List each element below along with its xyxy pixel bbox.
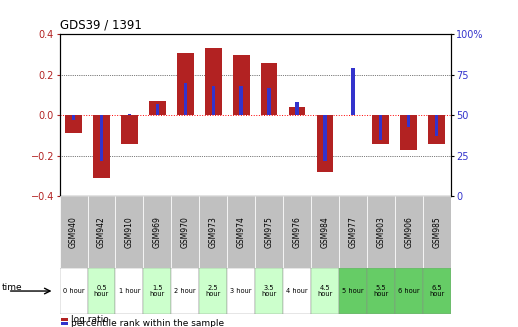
Text: GDS39 / 1391: GDS39 / 1391 bbox=[60, 18, 141, 31]
Text: percentile rank within the sample: percentile rank within the sample bbox=[70, 318, 224, 327]
Bar bbox=[183, 83, 187, 115]
Bar bbox=[116, 268, 143, 314]
Bar bbox=[367, 268, 395, 314]
Bar bbox=[283, 196, 311, 268]
Bar bbox=[60, 268, 88, 314]
Bar bbox=[227, 196, 255, 268]
Bar bbox=[88, 268, 116, 314]
Bar bbox=[289, 107, 306, 115]
Bar bbox=[143, 196, 171, 268]
Text: 6 hour: 6 hour bbox=[398, 288, 420, 294]
Bar bbox=[351, 68, 354, 115]
Bar bbox=[295, 102, 299, 115]
Bar bbox=[156, 104, 159, 115]
Text: GSM985: GSM985 bbox=[432, 216, 441, 248]
Text: 3 hour: 3 hour bbox=[231, 288, 252, 294]
Bar bbox=[61, 322, 68, 324]
Bar bbox=[395, 196, 423, 268]
Bar bbox=[227, 268, 255, 314]
Bar bbox=[121, 115, 138, 144]
Bar bbox=[261, 63, 278, 115]
Bar bbox=[367, 196, 395, 268]
Text: GSM974: GSM974 bbox=[237, 216, 246, 248]
Text: GSM903: GSM903 bbox=[376, 216, 385, 248]
Text: 0 hour: 0 hour bbox=[63, 288, 84, 294]
Bar bbox=[199, 196, 227, 268]
Text: 0.5
hour: 0.5 hour bbox=[94, 285, 109, 297]
Text: 5.5
hour: 5.5 hour bbox=[373, 285, 388, 297]
Bar bbox=[400, 115, 417, 150]
Bar bbox=[72, 115, 75, 120]
Bar bbox=[171, 196, 199, 268]
Bar bbox=[255, 268, 283, 314]
Bar bbox=[233, 55, 250, 115]
Bar bbox=[93, 115, 110, 178]
Bar bbox=[65, 115, 82, 133]
Bar bbox=[239, 86, 243, 115]
Text: 3.5
hour: 3.5 hour bbox=[262, 285, 277, 297]
Bar bbox=[323, 115, 327, 161]
Bar bbox=[423, 268, 451, 314]
Bar bbox=[311, 268, 339, 314]
Bar bbox=[339, 196, 367, 268]
Bar bbox=[395, 268, 423, 314]
Text: GSM976: GSM976 bbox=[293, 216, 301, 248]
Bar bbox=[435, 115, 438, 136]
Text: GSM975: GSM975 bbox=[265, 216, 274, 248]
Bar bbox=[177, 53, 194, 115]
Bar bbox=[407, 115, 410, 127]
Bar bbox=[255, 196, 283, 268]
Bar bbox=[171, 268, 199, 314]
Bar bbox=[128, 114, 131, 115]
Text: 1 hour: 1 hour bbox=[119, 288, 140, 294]
Bar bbox=[316, 115, 334, 172]
Bar bbox=[60, 196, 88, 268]
Bar bbox=[199, 268, 227, 314]
Text: GSM910: GSM910 bbox=[125, 216, 134, 248]
Bar bbox=[283, 268, 311, 314]
Text: GSM940: GSM940 bbox=[69, 216, 78, 248]
Bar bbox=[116, 196, 143, 268]
Bar bbox=[143, 268, 171, 314]
Text: 2.5
hour: 2.5 hour bbox=[206, 285, 221, 297]
Text: GSM942: GSM942 bbox=[97, 216, 106, 248]
Text: 5 hour: 5 hour bbox=[342, 288, 364, 294]
Bar bbox=[339, 268, 367, 314]
Text: time: time bbox=[2, 283, 22, 292]
Text: 4 hour: 4 hour bbox=[286, 288, 308, 294]
Text: GSM984: GSM984 bbox=[321, 216, 329, 248]
Text: GSM970: GSM970 bbox=[181, 216, 190, 248]
Bar bbox=[149, 101, 166, 115]
Bar bbox=[88, 196, 116, 268]
Bar bbox=[211, 86, 215, 115]
Bar bbox=[423, 196, 451, 268]
Text: 2 hour: 2 hour bbox=[175, 288, 196, 294]
Bar bbox=[379, 115, 382, 140]
Text: GSM977: GSM977 bbox=[349, 216, 357, 248]
Text: 1.5
hour: 1.5 hour bbox=[150, 285, 165, 297]
Bar bbox=[372, 115, 389, 144]
Text: log ratio: log ratio bbox=[70, 315, 108, 324]
Bar bbox=[428, 115, 445, 144]
Bar bbox=[267, 88, 271, 115]
Bar bbox=[311, 196, 339, 268]
Bar bbox=[205, 48, 222, 115]
Text: GSM969: GSM969 bbox=[153, 216, 162, 248]
Text: GSM973: GSM973 bbox=[209, 216, 218, 248]
Bar bbox=[61, 318, 68, 321]
Text: 6.5
hour: 6.5 hour bbox=[429, 285, 444, 297]
Text: 4.5
hour: 4.5 hour bbox=[318, 285, 333, 297]
Bar bbox=[100, 115, 103, 161]
Text: GSM906: GSM906 bbox=[404, 216, 413, 248]
